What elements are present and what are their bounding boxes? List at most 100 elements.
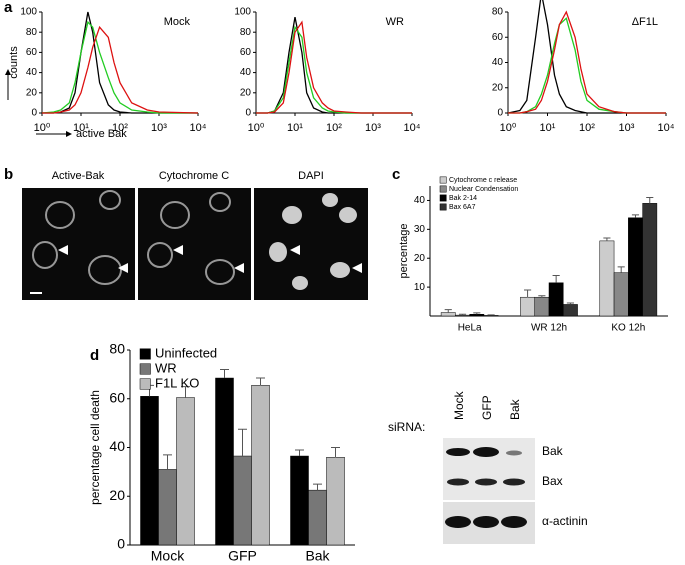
panel-letter: c — [392, 166, 400, 183]
y-tick-label: 20 — [414, 253, 426, 264]
legend-swatch — [139, 378, 151, 390]
x-tick-label: Bak — [305, 548, 330, 564]
legend-swatch — [139, 348, 151, 360]
y-tick-label: 40 — [414, 195, 426, 206]
image-label: DAPI — [298, 170, 324, 182]
error-bar — [603, 237, 611, 241]
error-bar — [566, 302, 574, 305]
image-label: Cytochrome C — [159, 170, 229, 182]
x-tick-label: 10⁰ — [248, 122, 265, 134]
legend-swatch — [439, 176, 447, 184]
histogram-line — [508, 10, 666, 114]
bar — [233, 455, 252, 546]
error-bar — [181, 386, 190, 398]
x-tick-label: 10³ — [151, 122, 167, 134]
error-bar — [538, 295, 546, 298]
histogram-line — [42, 25, 199, 114]
y-tick-label: 10 — [414, 282, 426, 293]
histogram-line — [256, 20, 412, 114]
x-tick-label: 10³ — [365, 122, 381, 134]
error-bar — [458, 313, 467, 316]
legend-label: Nuclear Condensation — [449, 186, 518, 193]
bar — [520, 296, 535, 317]
x-tick-label: 10¹ — [73, 122, 89, 134]
band-label: α-actinin — [542, 514, 588, 528]
y-tick-label: 0 — [497, 108, 503, 119]
legend-label: Bak 2-14 — [449, 195, 477, 202]
y-tick-label: 80 — [240, 27, 252, 38]
panel-letter: d — [90, 347, 99, 364]
error-bar — [295, 449, 304, 457]
legend-swatch — [439, 203, 447, 211]
y-tick-label: 40 — [26, 67, 38, 78]
x-tick-label: 10⁰ — [34, 122, 51, 134]
band-label: Bak — [542, 444, 564, 458]
x-tick-label: 10⁴ — [190, 122, 207, 134]
histogram-line — [42, 11, 198, 114]
x-tick-label: 10³ — [619, 122, 635, 134]
y-tick-label: 0 — [245, 108, 251, 119]
x-tick-label: 10¹ — [540, 122, 556, 134]
bar — [534, 296, 550, 317]
y-tick-label: 20 — [26, 87, 38, 98]
y-tick-label: 30 — [414, 224, 426, 235]
panel-letter: a — [4, 0, 13, 16]
bar — [563, 304, 578, 317]
lane-label: Bak — [508, 398, 522, 420]
image-label: Active-Bak — [52, 170, 105, 182]
x-tick-label: HeLa — [458, 323, 482, 334]
bar — [140, 396, 159, 546]
y-tick-label: 0 — [31, 108, 37, 119]
bar — [599, 240, 615, 317]
y-tick-label: 80 — [492, 7, 504, 18]
error-bar — [238, 428, 247, 457]
y-tick-label: 80 — [26, 27, 38, 38]
micrographs — [22, 188, 368, 300]
y-tick-label: 60 — [26, 47, 38, 58]
chart-title: WR — [386, 16, 404, 28]
legend-label: Bax 6A7 — [449, 204, 476, 211]
lane-label: GFP — [480, 395, 494, 420]
error-bar — [473, 312, 481, 315]
bar — [326, 457, 345, 546]
x-tick-label: 10² — [326, 122, 342, 134]
y-tick-label: 60 — [492, 32, 504, 43]
y-tick-label: 60 — [240, 47, 252, 58]
legend-label: WR — [155, 360, 177, 375]
x-tick-label: KO 12h — [611, 323, 645, 334]
x-tick-label: 10² — [112, 122, 128, 134]
error-bar — [220, 369, 229, 379]
error-bar — [487, 314, 495, 316]
bar — [251, 385, 270, 546]
bar — [548, 282, 564, 317]
blot-label: siRNA: — [388, 420, 425, 434]
histogram-line — [508, 17, 666, 114]
bar — [628, 217, 643, 317]
legend-swatch — [439, 185, 447, 193]
y-tick-label: 40 — [109, 438, 125, 454]
bar — [440, 312, 456, 317]
bar — [308, 489, 327, 546]
chart-title: Mock — [164, 16, 191, 28]
y-tick-label: 100 — [20, 7, 37, 18]
y-tick-label: 40 — [492, 57, 504, 68]
error-bar — [552, 275, 560, 283]
x-tick-label: 10¹ — [287, 122, 303, 134]
y-tick-label: 40 — [240, 67, 252, 78]
lane-label: Mock — [452, 390, 466, 420]
error-bar — [313, 483, 322, 491]
chart-title: ΔF1L — [632, 16, 658, 28]
y-tick-label: 20 — [240, 87, 252, 98]
y-tick-label: 20 — [492, 82, 504, 93]
error-bar — [524, 289, 532, 298]
western-blot — [443, 438, 535, 544]
error-bar — [631, 214, 640, 218]
arrow-head — [5, 69, 11, 75]
y-tick-label: 20 — [109, 487, 125, 503]
x-tick-label: 10² — [579, 122, 595, 134]
legend-swatch — [439, 194, 447, 202]
y-tick-label: 80 — [109, 341, 125, 357]
arrow-head — [66, 131, 72, 137]
error-bar — [444, 309, 452, 313]
bar — [176, 397, 195, 546]
